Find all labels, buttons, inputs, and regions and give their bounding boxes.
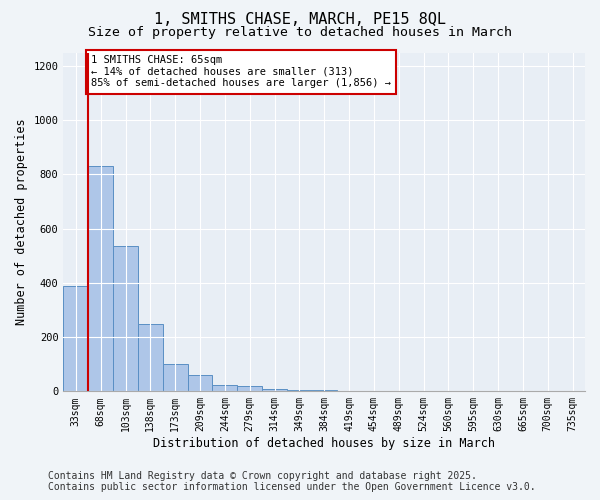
Bar — [237, 386, 262, 392]
Bar — [113, 246, 138, 392]
Bar — [337, 390, 361, 392]
Bar — [411, 391, 436, 392]
Bar — [312, 390, 337, 392]
Y-axis label: Number of detached properties: Number of detached properties — [15, 118, 28, 325]
Text: Contains HM Land Registry data © Crown copyright and database right 2025.
Contai: Contains HM Land Registry data © Crown c… — [48, 471, 536, 492]
Bar — [361, 391, 386, 392]
Bar — [88, 166, 113, 392]
Text: 1, SMITHS CHASE, MARCH, PE15 8QL: 1, SMITHS CHASE, MARCH, PE15 8QL — [154, 12, 446, 28]
Bar — [64, 286, 88, 392]
Bar — [262, 388, 287, 392]
Bar — [138, 324, 163, 392]
X-axis label: Distribution of detached houses by size in March: Distribution of detached houses by size … — [153, 437, 495, 450]
Bar — [188, 375, 212, 392]
Text: Size of property relative to detached houses in March: Size of property relative to detached ho… — [88, 26, 512, 39]
Bar — [287, 390, 312, 392]
Bar — [163, 364, 188, 392]
Bar — [386, 391, 411, 392]
Bar — [212, 384, 237, 392]
Text: 1 SMITHS CHASE: 65sqm
← 14% of detached houses are smaller (313)
85% of semi-det: 1 SMITHS CHASE: 65sqm ← 14% of detached … — [91, 55, 391, 88]
